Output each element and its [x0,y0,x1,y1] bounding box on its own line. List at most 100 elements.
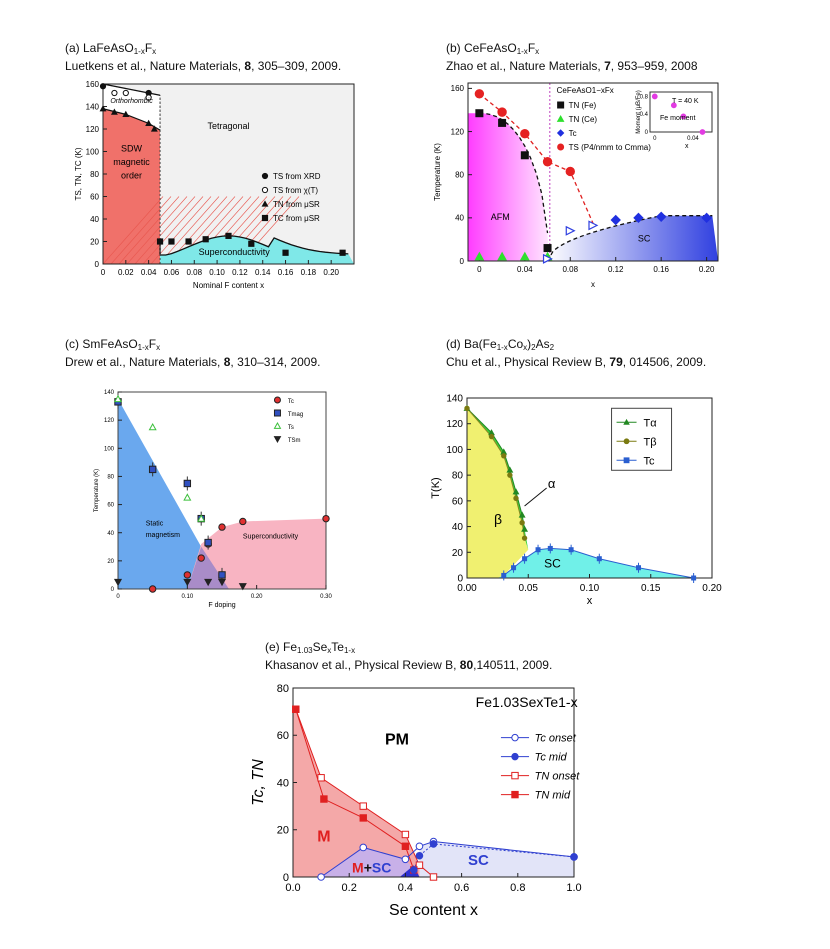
b-label-afm: AFM [491,212,510,222]
e-tco-line [320,841,575,878]
d-beta-region [467,408,529,578]
e-legend-marker [511,790,519,799]
c-point-1 [183,479,192,488]
a-tc-curve [159,235,349,256]
a-label-sdw3: order [121,171,142,181]
a-point-3 [168,238,175,245]
d-point-ta [512,488,520,495]
caption-e: (e) Fe1.03SexTe1-x Khasanov et al., Phys… [265,640,553,672]
b-point-tn-fe [543,244,552,253]
d-point-tc [547,545,553,551]
d-legend-marker [623,438,630,445]
e-legend-title: Fe1.03SexTe1-x [476,694,578,710]
a-point-3 [282,249,289,256]
d-xtick-label: 0.05 [519,583,539,594]
a-label-sdw1: SDW [121,144,143,154]
e-legend-text: Tc onset [535,733,577,745]
a-xtick-label: 0.16 [278,268,294,277]
c-point-3 [183,578,192,587]
a-xtick-label: 0.18 [301,268,317,277]
a-point-0 [99,83,107,90]
c-point-2 [197,514,206,522]
e-point-tco [359,843,368,852]
e-xtick-label: 0.8 [510,882,525,894]
b-inset-ytick: 0 [645,130,649,136]
d-ytick-label: 120 [446,419,463,430]
d-point-tb [507,472,513,478]
c-label-sc: Superconductivity [243,533,299,540]
c-xtick-label: 0.20 [251,594,263,600]
b-xtick-label: 0.04 [517,265,533,274]
c-ytick-label: 140 [104,390,115,396]
c-point-0 [322,514,330,523]
b-legend-text: TN (Fe) [569,101,597,110]
a-sdw-hatch [118,196,180,265]
c-point-0 [148,585,157,593]
a-point-1 [111,89,118,97]
a-label-tetra: Tetragonal [207,121,249,131]
e-legend-marker [511,771,519,780]
b-inset-point [680,113,687,120]
d-point-ta [506,466,514,473]
a-ytick-label: 0 [95,260,100,269]
a-sdw-hatch [134,196,196,265]
a-legend-text: TN from μSR [273,200,320,209]
d-point-tc [511,565,517,571]
b-point-tn-fe [520,151,529,160]
a-legend-marker [261,200,269,207]
b-point-tn-fe [498,118,507,127]
b-legend-text: Tc [569,129,577,138]
e-xtick-label: 0.0 [285,882,300,894]
d-point-tc [535,547,541,553]
e-xlabel: Se content x [389,902,478,919]
c-legend-text: TSm [288,438,301,444]
b-legend-marker [556,129,565,137]
c-ytick-label: 20 [107,559,114,565]
d-label-alpha: α [548,476,556,491]
b-legend-text: TN (Ce) [569,115,598,124]
d-xtick-label: 0.00 [457,583,477,594]
a-ytick-label: 160 [86,80,100,89]
c-xtick-label: 0.30 [320,594,332,600]
e-legend-text: TN onset [535,771,581,783]
b-ytick-label: 80 [455,170,464,179]
c-legend-marker [273,436,282,444]
e-ytick-label: 20 [277,825,289,837]
d-point-tb [513,495,519,501]
b-inset-frame [649,91,713,133]
a-point-2 [122,110,130,117]
d-label-sc: SC [544,557,561,571]
c-point-2 [113,394,123,403]
c-point-3 [204,578,213,587]
d-ytick-label: 0 [457,574,463,585]
a-legend-text: TS from XRD [273,172,321,181]
b-inset-point [699,129,706,135]
a-point-1 [122,89,129,97]
b-point-tc [655,211,667,222]
b-point-tc [701,212,712,224]
b-inset-ytick: 0.8 [640,94,649,100]
d-ytick-label: 80 [452,471,464,482]
b-sc-region [547,215,718,261]
e-point-tnm [359,814,367,822]
a-legend-text: TC from μSR [273,214,320,223]
b-xtick-label: 0.08 [562,265,578,274]
c-mag-region [118,399,229,589]
c-ytick-label: 100 [104,446,115,452]
a-sdw-hatch [110,196,172,265]
e-label-m: M [317,829,330,846]
b-ts-curve [478,93,594,224]
a-ytick-label: 140 [86,102,100,111]
b-inset-series: Fe moment [660,115,695,122]
b-tc-curve [546,215,713,262]
e-point-tnm [401,842,410,850]
e-legend-marker [511,733,519,742]
d-xtick-label: 0.20 [702,583,722,594]
e-point-tno [429,873,438,881]
b-ylabel: Temperature (K) [433,143,442,201]
e-label-pm: PM [385,732,409,749]
a-point-2 [110,108,118,115]
e-msc-region [321,847,420,877]
